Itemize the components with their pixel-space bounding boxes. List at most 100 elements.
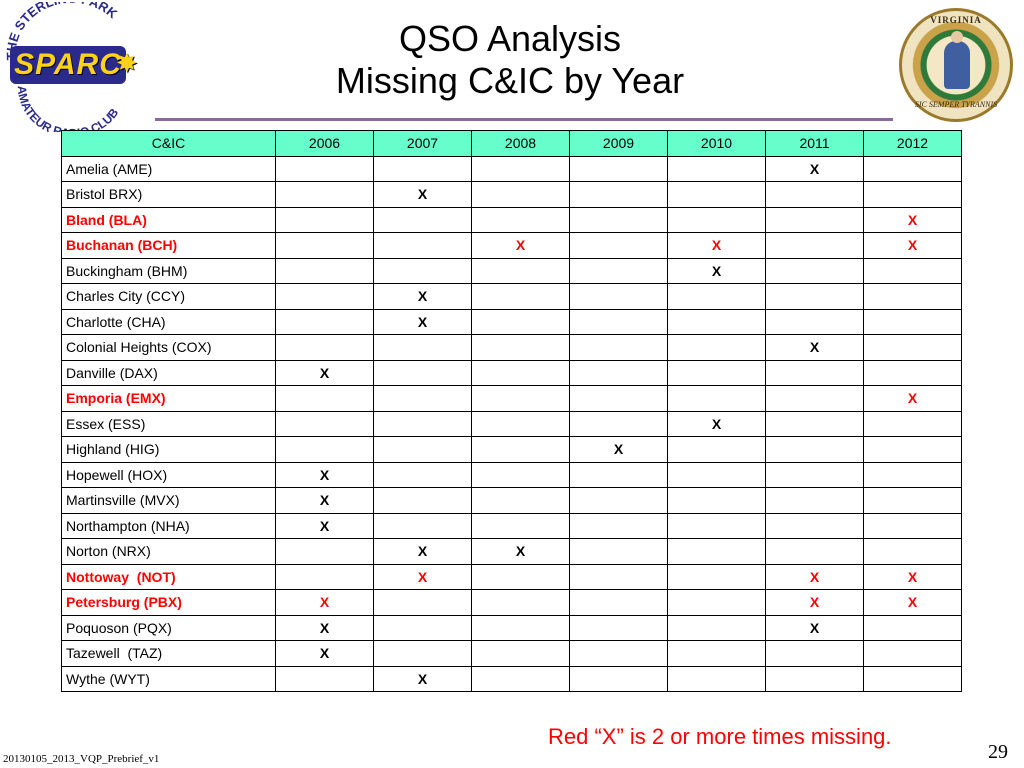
star-icon: ✸ (116, 48, 138, 78)
missing-mark-cell (765, 538, 864, 565)
missing-mark-cell (569, 640, 668, 667)
county-name-cell: Poquoson (PQX) (61, 614, 276, 641)
missing-mark-cell (569, 487, 668, 514)
missing-mark-cell (863, 334, 962, 361)
missing-mark-cell (373, 640, 472, 667)
column-header-year: 2012 (863, 130, 962, 157)
table-row: Amelia (AME) X (61, 155, 962, 182)
missing-mark-cell (275, 155, 374, 182)
missing-mark-cell (765, 308, 864, 335)
missing-mark-cell: X (275, 359, 374, 386)
missing-mark-cell (765, 512, 864, 539)
missing-mark-cell (863, 665, 962, 692)
missing-mark-cell (765, 359, 864, 386)
county-name-cell: Norton (NRX) (61, 538, 276, 565)
missing-mark-cell (275, 206, 374, 233)
missing-mark-cell (275, 283, 374, 310)
footer-filename: 20130105_2013_VQP_Prebrief_v1 (3, 753, 160, 765)
missing-mark-cell (373, 385, 472, 412)
county-name-cell: Danville (DAX) (61, 359, 276, 386)
missing-mark-cell: X (275, 589, 374, 616)
missing-mark-cell (373, 155, 472, 182)
missing-mark-cell (471, 487, 570, 514)
missing-mark-cell (373, 359, 472, 386)
county-name-cell: Amelia (AME) (61, 155, 276, 182)
missing-mark-cell (667, 359, 766, 386)
missing-mark-cell (569, 359, 668, 386)
missing-mark-cell (765, 257, 864, 284)
table-row: Wythe (WYT) X (61, 665, 962, 692)
missing-mark-cell (471, 257, 570, 284)
missing-mark-cell (863, 436, 962, 463)
table-row: Bland (BLA) X (61, 206, 962, 233)
missing-mark-cell: X (569, 436, 668, 463)
missing-mark-cell (765, 232, 864, 259)
title-line-2: Missing C&IC by Year (335, 60, 685, 101)
table-row: Colonial Heights (COX) X (61, 334, 962, 361)
missing-mark-cell: X (373, 181, 472, 208)
missing-mark-cell (667, 283, 766, 310)
missing-mark-cell (667, 487, 766, 514)
county-name-cell: Bristol BRX) (61, 181, 276, 208)
column-header-year: 2011 (765, 130, 864, 157)
missing-mark-cell (569, 589, 668, 616)
county-name-cell: Colonial Heights (COX) (61, 334, 276, 361)
missing-mark-cell: X (275, 487, 374, 514)
missing-mark-cell (765, 487, 864, 514)
missing-mark-cell (569, 563, 668, 590)
missing-mark-cell (373, 410, 472, 437)
seal-motto: SIC SEMPER TYRANNIS (914, 100, 998, 109)
missing-mark-cell (275, 232, 374, 259)
missing-mark-cell (275, 538, 374, 565)
missing-mark-cell: X (863, 589, 962, 616)
missing-mark-cell (667, 614, 766, 641)
table-row: Essex (ESS) X (61, 410, 962, 437)
missing-mark-cell: X (471, 232, 570, 259)
table-row: Petersburg (PBX) X X X (61, 589, 962, 616)
missing-mark-cell (667, 181, 766, 208)
missing-mark-cell (765, 283, 864, 310)
county-name-cell: Tazewell (TAZ) (61, 640, 276, 667)
missing-mark-cell (863, 308, 962, 335)
missing-mark-cell (863, 538, 962, 565)
missing-mark-cell (275, 308, 374, 335)
table-row: Northampton (NHA) X (61, 512, 962, 539)
missing-mark-cell (667, 155, 766, 182)
virginia-seal-icon: VIRGINIA SIC SEMPER TYRANNIS (899, 8, 1013, 122)
missing-mark-cell: X (863, 563, 962, 590)
county-name-cell: Buchanan (BCH) (61, 232, 276, 259)
missing-mark-cell (667, 308, 766, 335)
missing-mark-cell (471, 334, 570, 361)
missing-mark-cell (471, 589, 570, 616)
missing-mark-cell: X (667, 257, 766, 284)
missing-mark-cell (863, 181, 962, 208)
missing-mark-cell (569, 232, 668, 259)
club-logo-icon: THE STERLING PARK AMATEUR RADIO CLUB SPA… (4, 0, 144, 140)
missing-mark-cell: X (373, 538, 472, 565)
missing-mark-cell (373, 461, 472, 488)
county-name-cell: Bland (BLA) (61, 206, 276, 233)
missing-mark-cell (275, 257, 374, 284)
missing-mark-cell (863, 359, 962, 386)
missing-mark-cell (667, 640, 766, 667)
column-header-cic: C&IC (61, 130, 276, 157)
club-logo-word-plate: SPARC (10, 46, 126, 84)
missing-mark-cell: X (765, 614, 864, 641)
missing-mark-cell (373, 232, 472, 259)
missing-mark-cell (569, 385, 668, 412)
missing-mark-cell (275, 385, 374, 412)
title-divider (155, 118, 893, 121)
table-row: Norton (NRX) X X (61, 538, 962, 565)
missing-mark-cell: X (765, 563, 864, 590)
missing-mark-cell (765, 181, 864, 208)
table-row: Nottoway (NOT) X X X (61, 563, 962, 590)
county-name-cell: Essex (ESS) (61, 410, 276, 437)
missing-mark-cell (569, 461, 668, 488)
missing-mark-cell (863, 487, 962, 514)
missing-mark-cell (765, 385, 864, 412)
seal-figure-icon (944, 31, 970, 89)
missing-mark-cell (471, 181, 570, 208)
missing-mark-cell (765, 461, 864, 488)
missing-mark-cell (765, 206, 864, 233)
